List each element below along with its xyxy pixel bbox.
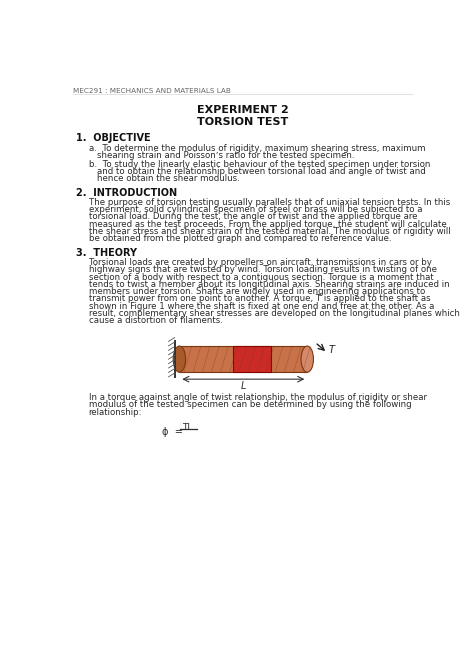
Text: Torsional loads are created by propellers on aircraft, transmissions in cars or : Torsional loads are created by propeller…: [89, 258, 431, 267]
Text: cause a distortion of filaments.: cause a distortion of filaments.: [89, 316, 223, 326]
Text: be obtained from the plotted graph and compared to reference value.: be obtained from the plotted graph and c…: [89, 234, 391, 243]
Ellipse shape: [301, 346, 313, 373]
Text: torsional load. During the test, the angle of twist and the applied torque are: torsional load. During the test, the ang…: [89, 212, 417, 222]
Text: T: T: [329, 345, 335, 355]
Text: shearing strain and Poissonʼs ratio for the tested specimen.: shearing strain and Poissonʼs ratio for …: [97, 151, 355, 160]
FancyBboxPatch shape: [233, 346, 272, 373]
Text: 2.  INTRODUCTION: 2. INTRODUCTION: [76, 188, 177, 198]
Text: 3.  THEORY: 3. THEORY: [76, 248, 137, 258]
Text: L: L: [241, 381, 246, 391]
Text: measured as the test proceeds. From the applied torque, the student will calcula: measured as the test proceeds. From the …: [89, 220, 447, 228]
Text: b.  To study the linearly elastic behaviour of the tested specimen under torsion: b. To study the linearly elastic behavio…: [89, 159, 430, 169]
Text: a.  To determine the modulus of rigidity, maximum shearing stress, maximum: a. To determine the modulus of rigidity,…: [89, 143, 425, 153]
Text: The purpose of torsion testing usually parallels that of uniaxial tension tests.: The purpose of torsion testing usually p…: [89, 198, 450, 207]
Text: highway signs that are twisted by wind. Torsion loading results in twisting of o: highway signs that are twisted by wind. …: [89, 265, 437, 274]
Text: 1.  OBJECTIVE: 1. OBJECTIVE: [76, 133, 151, 143]
Text: and to obtain the relationship between torsional load and angle of twist and: and to obtain the relationship between t…: [97, 167, 426, 176]
Text: In a torque against angle of twist relationship, the modulus of rigidity or shea: In a torque against angle of twist relat…: [89, 393, 427, 402]
Text: MEC291 : MECHANICS AND MATERIALS LAB: MEC291 : MECHANICS AND MATERIALS LAB: [73, 88, 231, 94]
Text: ϕ  =: ϕ =: [162, 427, 182, 438]
Text: TORSION TEST: TORSION TEST: [197, 117, 289, 127]
Text: the shear stress and shear strain of the tested material. The modulus of rigidit: the shear stress and shear strain of the…: [89, 227, 450, 236]
Text: experiment, solid cylindrical specimen of steel or brass will be subjected to a: experiment, solid cylindrical specimen o…: [89, 205, 422, 214]
Text: tends to twist a member about its longitudinal axis. Shearing strains are induce: tends to twist a member about its longit…: [89, 280, 449, 289]
Text: TL: TL: [182, 423, 192, 431]
Text: shown in Figure 1 where the shaft is fixed at one end and free at the other. As : shown in Figure 1 where the shaft is fix…: [89, 302, 434, 311]
Text: members under torsion. Shafts are widely used in engineering applications to: members under torsion. Shafts are widely…: [89, 287, 425, 296]
Ellipse shape: [173, 346, 186, 373]
Text: transmit power from one point to another. A torque, T is applied to the shaft as: transmit power from one point to another…: [89, 294, 430, 304]
Text: EXPERIMENT 2: EXPERIMENT 2: [197, 105, 289, 115]
Text: result, complementary shear stresses are developed on the longitudinal planes wh: result, complementary shear stresses are…: [89, 309, 460, 318]
Text: modulus of the tested specimen can be determined by using the following: modulus of the tested specimen can be de…: [89, 401, 411, 409]
Text: hence obtain the shear modulus.: hence obtain the shear modulus.: [97, 174, 240, 184]
Text: relationship:: relationship:: [89, 407, 142, 417]
Text: section of a body with respect to a contiguous section. Torque is a moment that: section of a body with respect to a cont…: [89, 273, 433, 281]
FancyBboxPatch shape: [179, 346, 307, 373]
